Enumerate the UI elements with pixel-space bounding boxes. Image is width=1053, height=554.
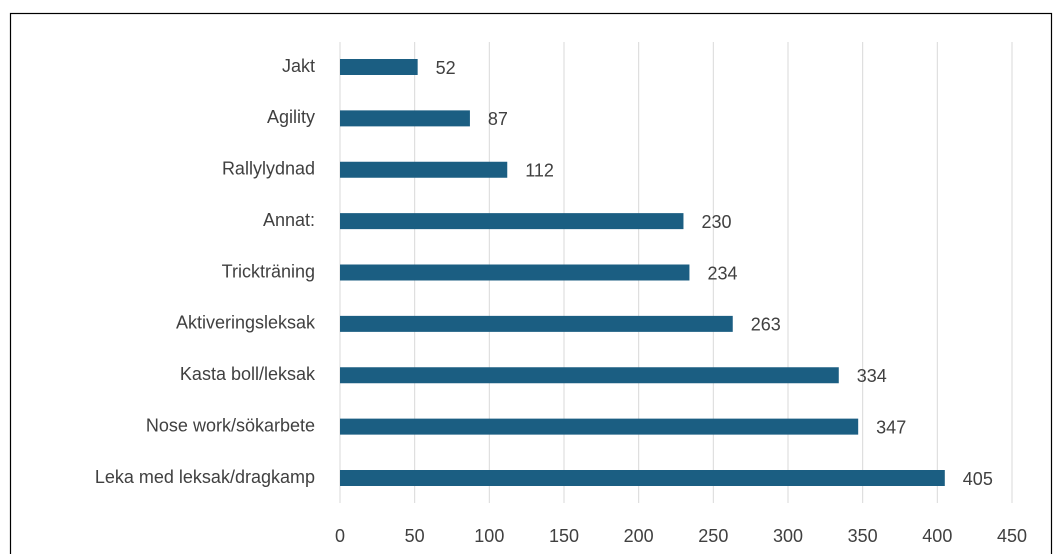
- y-tick-label: Nose work/sökarbete: [146, 415, 315, 435]
- y-tick-label: Kasta boll/leksak: [180, 364, 316, 384]
- x-tick-label: 400: [922, 526, 952, 546]
- data-label: 263: [751, 315, 781, 335]
- y-tick-label: Agility: [267, 107, 315, 127]
- bar: [340, 59, 418, 75]
- data-label: 112: [525, 161, 554, 181]
- y-tick-label: Leka med leksak/dragkamp: [95, 467, 315, 487]
- data-label: 230: [701, 212, 731, 232]
- x-tick-label: 450: [997, 526, 1027, 546]
- y-tick-label: Annat:: [263, 210, 315, 230]
- data-label: 87: [488, 109, 508, 129]
- bar: [340, 213, 684, 230]
- bar: [340, 367, 839, 384]
- x-tick-label: 150: [549, 526, 579, 546]
- x-tick-label: 300: [773, 526, 803, 546]
- data-label: 405: [963, 469, 993, 489]
- y-tick-label: Rallylydnad: [222, 159, 315, 179]
- data-label: 334: [857, 366, 887, 386]
- bar: [340, 418, 859, 435]
- chart-frame: [9, 12, 1053, 554]
- x-tick-label: 100: [474, 526, 504, 546]
- y-tick-label: Aktiveringsleksak: [176, 313, 316, 333]
- x-tick-label: 50: [405, 526, 425, 546]
- x-tick-label: 250: [698, 526, 728, 546]
- bar: [340, 161, 508, 178]
- bar: [340, 315, 733, 332]
- y-tick-label: Jakt: [282, 56, 315, 76]
- x-tick-label: 0: [335, 526, 345, 546]
- data-label: 234: [707, 263, 737, 283]
- y-tick-label: Trickträning: [222, 261, 315, 281]
- x-tick-label: 350: [848, 526, 878, 546]
- bar: [340, 110, 470, 127]
- data-label: 347: [876, 417, 906, 437]
- bar: [340, 264, 690, 281]
- x-tick-label: 200: [624, 526, 654, 546]
- bar: [340, 470, 945, 486]
- data-label: 52: [436, 58, 456, 78]
